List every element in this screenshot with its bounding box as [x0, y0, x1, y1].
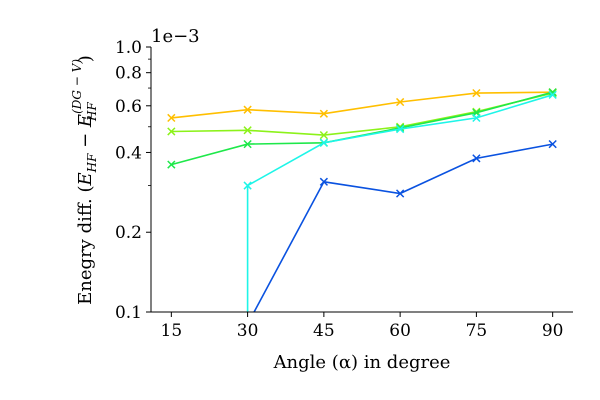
series-line	[246, 94, 553, 312]
x-axis-label: Angle (α) in degree	[273, 352, 451, 373]
x-tick-label: 30	[237, 321, 259, 341]
y-axis-label-close: )	[75, 55, 96, 62]
y-axis-label-minus: −	[75, 127, 96, 154]
x-tick-label: 75	[466, 321, 488, 341]
series-3	[167, 88, 557, 169]
x-tick-label: 60	[389, 321, 411, 341]
series-line	[171, 92, 553, 136]
y-tick-label: 0.6	[115, 97, 142, 117]
y-offset-label: 1e−3	[151, 26, 200, 47]
y-tick-label: 0.8	[115, 64, 142, 84]
y-tick-label: 1.0	[115, 38, 142, 58]
data-point	[243, 126, 252, 135]
data-point	[548, 90, 557, 99]
x-tick-label: 15	[161, 321, 183, 341]
y-axis-label: Enegry diff. (EHF − E(DG − V)HF)	[70, 55, 99, 305]
data-point	[319, 109, 328, 118]
x-tick-label: 45	[313, 321, 335, 341]
data-point	[243, 181, 252, 190]
y-axis-label-e2-sub: HF	[85, 102, 99, 122]
data-point	[243, 140, 252, 149]
y-axis-label-e2-sup: (DG − V)	[70, 59, 84, 114]
series-2	[167, 88, 557, 140]
data-point	[396, 97, 405, 107]
data-point	[319, 130, 328, 140]
series-4	[243, 90, 557, 312]
data-point	[548, 88, 557, 97]
data-point	[548, 140, 557, 149]
y-tick-label: 0.1	[115, 303, 142, 323]
y-axis-label-e1: E	[75, 172, 96, 186]
data-point	[472, 113, 481, 123]
data-point	[396, 189, 405, 198]
series-1	[167, 88, 557, 123]
data-point	[243, 105, 252, 114]
series-line	[171, 91, 553, 166]
y-tick-label: 0.2	[115, 223, 142, 243]
data-point	[167, 113, 176, 123]
y-axis-label-e2: E	[75, 114, 96, 128]
series-5	[253, 140, 557, 312]
y-tick-label: 0.4	[115, 143, 142, 163]
series-layer	[167, 88, 557, 312]
series-line	[171, 91, 553, 119]
series-line	[253, 143, 553, 312]
data-point	[167, 127, 176, 136]
data-point	[319, 138, 328, 147]
x-tick-layer: 15 30 45 60 75 90	[161, 312, 564, 341]
data-point	[396, 124, 405, 134]
data-point	[319, 177, 328, 186]
data-point	[472, 88, 481, 98]
data-point	[167, 160, 176, 169]
data-point	[472, 154, 481, 163]
y-axis-label-prefix: Enegry diff. (	[75, 186, 96, 305]
x-tick-label: 90	[542, 321, 564, 341]
y-axis-label-e1-sub: HF	[85, 153, 99, 173]
y-tick-layer: 0.1 0.2 0.4 0.6 0.8 1.0	[115, 38, 151, 323]
